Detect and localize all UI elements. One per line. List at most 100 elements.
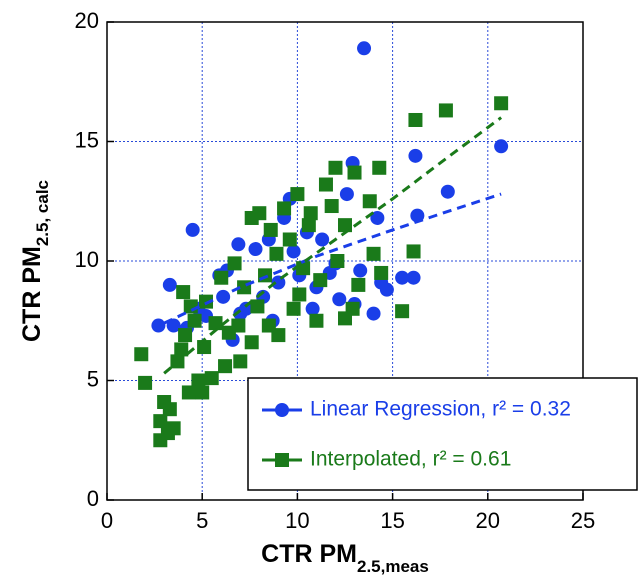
data-point xyxy=(187,313,202,328)
x-tick-label: 5 xyxy=(196,508,208,533)
y-axis-title: CTR PM2.5, calc xyxy=(18,180,52,342)
data-point xyxy=(395,304,410,319)
data-point xyxy=(330,254,345,268)
y-tick-label: 0 xyxy=(87,486,99,511)
data-point xyxy=(153,414,168,429)
x-tick-label: 15 xyxy=(380,508,404,533)
data-point xyxy=(303,206,318,221)
data-point xyxy=(318,177,333,192)
data-point xyxy=(160,426,175,441)
data-point xyxy=(309,313,324,328)
data-point xyxy=(353,263,368,278)
x-tick-label: 20 xyxy=(476,508,500,533)
data-point xyxy=(301,218,316,233)
data-point xyxy=(191,373,206,388)
data-point xyxy=(176,285,191,300)
data-point xyxy=(374,265,389,280)
data-point xyxy=(134,347,149,362)
data-point xyxy=(408,112,423,127)
data-point xyxy=(162,277,177,292)
y-axis-title-main: CTR PM xyxy=(18,246,46,342)
data-point xyxy=(347,165,362,180)
data-point xyxy=(195,385,210,400)
data-point xyxy=(379,282,394,297)
data-point xyxy=(233,354,248,369)
data-point xyxy=(199,294,214,309)
data-point xyxy=(357,41,372,56)
data-point xyxy=(218,359,233,374)
data-point xyxy=(166,318,181,333)
data-point xyxy=(214,270,229,285)
x-tick-label: 25 xyxy=(571,508,595,533)
data-point xyxy=(178,328,193,343)
data-point xyxy=(438,103,453,118)
data-point xyxy=(366,306,381,321)
data-point xyxy=(494,96,509,111)
data-point xyxy=(138,375,153,390)
data-point xyxy=(208,316,223,331)
x-axis-title: CTR PM2.5,meas xyxy=(261,540,429,576)
data-point xyxy=(271,328,286,343)
data-point xyxy=(339,187,354,202)
x-tick-label: 0 xyxy=(101,508,113,533)
data-point xyxy=(338,218,352,233)
data-point xyxy=(408,148,423,163)
data-point xyxy=(282,232,297,247)
legend-marker xyxy=(275,453,289,467)
legend-marker xyxy=(275,403,289,417)
data-point xyxy=(292,287,307,302)
data-point xyxy=(332,292,347,307)
data-point xyxy=(406,244,421,259)
legend-label: Interpolated, r² = 0.61 xyxy=(310,448,511,471)
data-point xyxy=(183,299,198,314)
data-point xyxy=(313,273,328,288)
y-axis-title-sub: 2.5, calc xyxy=(33,180,52,246)
data-point xyxy=(174,342,189,357)
data-point xyxy=(324,199,339,214)
data-point xyxy=(227,256,242,271)
data-point xyxy=(181,385,196,400)
data-point xyxy=(277,201,292,216)
data-point xyxy=(231,318,246,333)
trend-line xyxy=(163,116,503,375)
data-point xyxy=(157,395,172,410)
data-point xyxy=(151,318,166,333)
data-point xyxy=(395,270,410,285)
y-tick-label: 10 xyxy=(75,247,99,272)
x-axis-title-main: CTR PM xyxy=(261,540,357,568)
data-point xyxy=(204,371,219,386)
legend-box xyxy=(247,377,638,491)
data-point xyxy=(250,299,265,314)
y-tick-label: 15 xyxy=(75,127,99,152)
data-point xyxy=(269,246,284,261)
x-axis-title-sub: 2.5,meas xyxy=(357,557,429,576)
data-point xyxy=(233,306,248,321)
data-point xyxy=(244,210,259,225)
data-point xyxy=(315,232,330,247)
data-point xyxy=(440,184,455,199)
data-point xyxy=(345,301,360,316)
data-point xyxy=(362,194,377,209)
data-point xyxy=(231,237,246,252)
data-point xyxy=(244,335,259,350)
data-point xyxy=(263,222,278,237)
data-point xyxy=(286,244,301,259)
data-point xyxy=(494,139,509,154)
data-point xyxy=(366,246,381,261)
trend-line xyxy=(163,192,502,325)
legend-label: Linear Regression, r² = 0.32 xyxy=(310,398,571,421)
data-point xyxy=(328,160,343,175)
data-point xyxy=(370,210,385,225)
data-point xyxy=(286,301,301,316)
data-point xyxy=(290,187,305,202)
x-tick-label: 10 xyxy=(285,508,309,533)
y-tick-label: 5 xyxy=(87,366,99,391)
data-point xyxy=(351,277,366,292)
data-point xyxy=(305,301,320,316)
data-point xyxy=(372,160,387,175)
y-tick-label: 20 xyxy=(75,8,99,33)
data-point xyxy=(406,270,421,285)
plot-frame xyxy=(106,21,584,501)
